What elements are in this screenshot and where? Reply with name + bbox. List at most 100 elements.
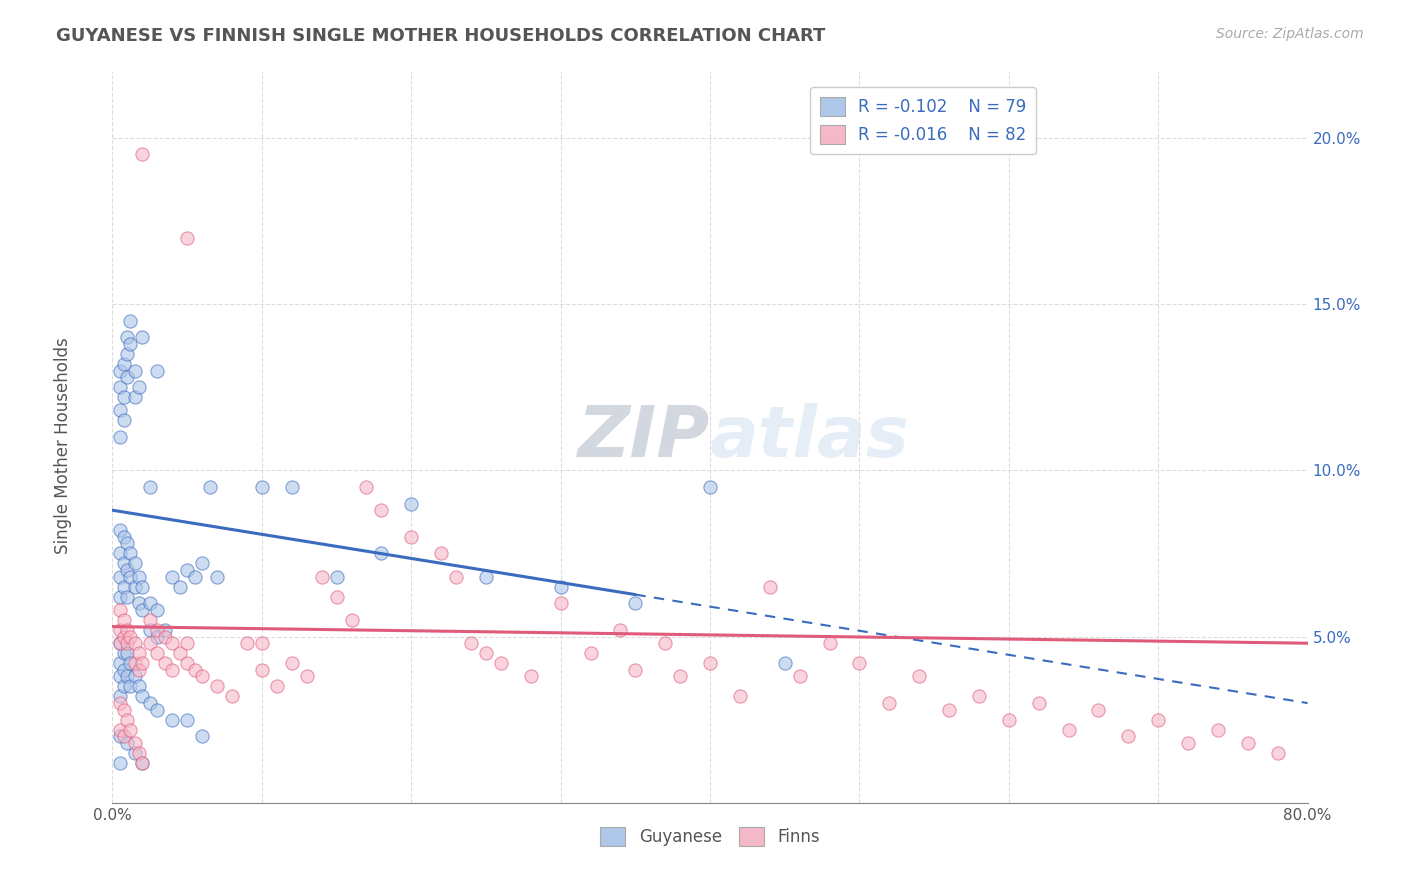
- Point: [550, 596, 572, 610]
- Point: [108, 636, 131, 650]
- Point: [117, 669, 139, 683]
- Text: Single Mother Households: Single Mother Households: [55, 338, 72, 554]
- Point: [131, 603, 153, 617]
- Text: atlas: atlas: [710, 402, 910, 472]
- Point: [117, 347, 139, 361]
- Point: [108, 623, 131, 637]
- Point: [108, 590, 131, 604]
- Point: [128, 570, 150, 584]
- Point: [128, 596, 150, 610]
- Point: [624, 663, 647, 677]
- Point: [108, 570, 131, 584]
- Point: [108, 523, 131, 537]
- Point: [108, 729, 131, 743]
- Point: [489, 656, 512, 670]
- Point: [153, 656, 176, 670]
- Point: [139, 613, 162, 627]
- Point: [325, 590, 347, 604]
- Point: [550, 580, 572, 594]
- Point: [124, 580, 146, 594]
- Point: [108, 669, 131, 683]
- Point: [114, 703, 135, 717]
- Text: GUYANESE VS FINNISH SINGLE MOTHER HOUSEHOLDS CORRELATION CHART: GUYANESE VS FINNISH SINGLE MOTHER HOUSEH…: [56, 27, 825, 45]
- Point: [120, 723, 142, 737]
- Point: [183, 570, 205, 584]
- Point: [153, 623, 176, 637]
- Point: [699, 480, 721, 494]
- Text: Source: ZipAtlas.com: Source: ZipAtlas.com: [1216, 27, 1364, 41]
- Point: [475, 570, 498, 584]
- Point: [128, 680, 150, 694]
- Point: [475, 646, 498, 660]
- Point: [169, 580, 191, 594]
- Point: [146, 603, 169, 617]
- Point: [250, 663, 273, 677]
- Legend: Guyanese, Finns: Guyanese, Finns: [593, 821, 827, 853]
- Point: [120, 337, 142, 351]
- Point: [198, 480, 221, 494]
- Point: [114, 557, 135, 571]
- Point: [759, 580, 782, 594]
- Point: [114, 646, 135, 660]
- Point: [117, 330, 139, 344]
- Point: [139, 480, 162, 494]
- Point: [250, 636, 273, 650]
- Point: [444, 570, 467, 584]
- Point: [114, 580, 135, 594]
- Point: [430, 546, 453, 560]
- Point: [162, 570, 183, 584]
- Point: [266, 680, 288, 694]
- Point: [114, 729, 135, 743]
- Point: [460, 636, 482, 650]
- Point: [108, 403, 131, 417]
- Point: [401, 530, 423, 544]
- Point: [221, 690, 243, 704]
- Point: [728, 690, 751, 704]
- Point: [117, 536, 139, 550]
- Point: [146, 703, 169, 717]
- Point: [654, 636, 676, 650]
- Point: [162, 636, 183, 650]
- Point: [117, 636, 139, 650]
- Point: [120, 656, 142, 670]
- Point: [131, 756, 153, 770]
- Point: [848, 656, 870, 670]
- Point: [169, 646, 191, 660]
- Point: [520, 669, 543, 683]
- Point: [236, 636, 259, 650]
- Point: [579, 646, 602, 660]
- Point: [117, 646, 139, 660]
- Point: [108, 380, 131, 394]
- Point: [117, 370, 139, 384]
- Point: [117, 713, 139, 727]
- Point: [139, 623, 162, 637]
- Point: [117, 563, 139, 577]
- Point: [139, 636, 162, 650]
- Point: [108, 756, 131, 770]
- Point: [183, 663, 205, 677]
- Point: [1267, 746, 1289, 760]
- Point: [967, 690, 990, 704]
- Point: [108, 656, 131, 670]
- Point: [131, 656, 153, 670]
- Point: [153, 630, 176, 644]
- Point: [124, 363, 146, 377]
- Point: [131, 330, 153, 344]
- Point: [114, 530, 135, 544]
- Point: [128, 746, 150, 760]
- Point: [176, 230, 198, 244]
- Point: [1087, 703, 1109, 717]
- Point: [938, 703, 960, 717]
- Point: [340, 613, 363, 627]
- Point: [370, 503, 392, 517]
- Point: [789, 669, 811, 683]
- Point: [624, 596, 647, 610]
- Point: [699, 656, 721, 670]
- Point: [128, 646, 150, 660]
- Point: [120, 314, 142, 328]
- Point: [162, 713, 183, 727]
- Point: [250, 480, 273, 494]
- Point: [205, 680, 228, 694]
- Point: [117, 623, 139, 637]
- Point: [108, 690, 131, 704]
